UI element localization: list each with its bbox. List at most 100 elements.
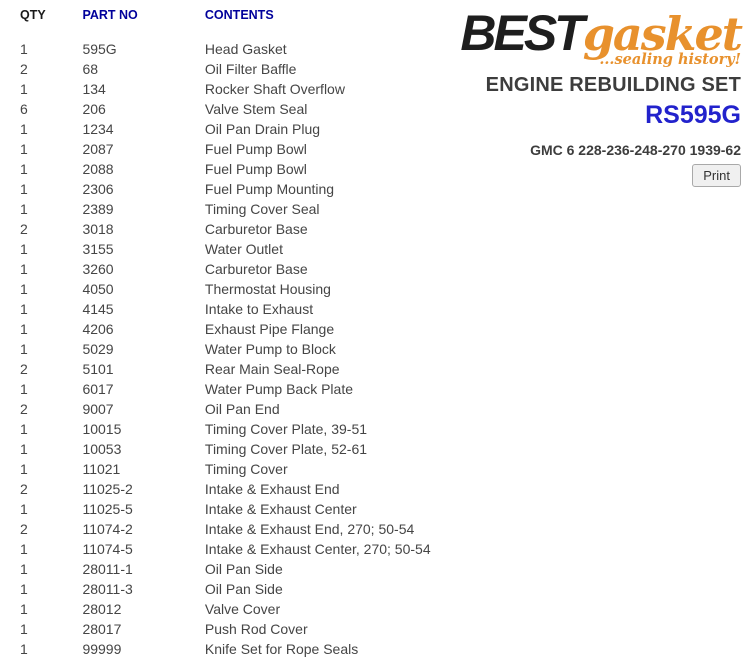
part-no-cell: 10053: [82, 441, 122, 457]
qty-cell: 1: [20, 121, 28, 137]
table-row: 2 68 Oil Filter Baffle: [20, 59, 455, 79]
part-no-cell: 10015: [82, 421, 122, 437]
qty-cell: 1: [20, 561, 28, 577]
table-row: 1 6017 Water Pump Back Plate: [20, 379, 455, 399]
brand-block: BEST gasket ...sealing history! ENGINE R…: [460, 5, 743, 187]
part-no-cell: 206: [82, 101, 106, 117]
part-no-cell: 11021: [82, 461, 121, 477]
contents-cell: Valve Stem Seal: [204, 101, 308, 117]
qty-cell: 1: [20, 541, 28, 557]
header-contents: CONTENTS: [204, 8, 274, 22]
logo-tagline: ...sealing history!: [599, 51, 741, 68]
application-text: GMC 6 228-236-248-270 1939-62: [530, 141, 741, 158]
table-row: 1 10053 Timing Cover Plate, 52-61: [20, 439, 455, 459]
contents-cell: Fuel Pump Bowl: [204, 141, 307, 157]
contents-cell: Fuel Pump Mounting: [204, 181, 335, 197]
part-no-cell: 28017: [82, 621, 122, 637]
contents-cell: Timing Cover: [204, 461, 288, 477]
qty-cell: 1: [20, 41, 28, 57]
qty-cell: 1: [20, 421, 28, 437]
contents-cell: Oil Filter Baffle: [204, 61, 297, 77]
contents-cell: Carburetor Base: [204, 261, 308, 277]
qty-cell: 1: [20, 581, 28, 597]
part-no-cell: 28012: [82, 601, 122, 617]
table-row: 1 99999 Knife Set for Rope Seals: [20, 639, 455, 659]
set-number: RS595G: [645, 100, 741, 129]
qty-cell: 1: [20, 161, 28, 177]
logo-best-text: BEST: [460, 5, 584, 61]
contents-cell: Water Outlet: [204, 241, 283, 257]
part-no-cell: 11025-2: [82, 481, 133, 497]
table-row: 1 4050 Thermostat Housing: [20, 279, 455, 299]
table-row: 2 11025-2 Intake & Exhaust End: [20, 479, 455, 499]
part-no-cell: 4206: [82, 321, 114, 337]
part-no-cell: 5101: [82, 361, 114, 377]
table-row: 1 11021 Timing Cover: [20, 459, 455, 479]
table-row: 1 28011-3 Oil Pan Side: [20, 579, 455, 599]
qty-cell: 1: [20, 441, 28, 457]
part-no-cell: 99999: [82, 641, 122, 657]
brand-logo: BEST gasket: [460, 5, 743, 61]
contents-cell: Push Rod Cover: [204, 621, 308, 637]
contents-cell: Rear Main Seal-Rope: [204, 361, 340, 377]
part-no-cell: 134: [82, 81, 106, 97]
parts-table: QTY PART NO CONTENTS 1 595G Head Gasket …: [20, 5, 455, 659]
part-no-cell: 2389: [82, 201, 114, 217]
part-no-cell: 11074-2: [82, 521, 133, 537]
table-row: 1 2087 Fuel Pump Bowl: [20, 139, 455, 159]
part-no-cell: 2087: [82, 141, 114, 157]
table-row: 1 3260 Carburetor Base: [20, 259, 455, 279]
contents-cell: Head Gasket: [204, 41, 287, 57]
qty-cell: 1: [20, 301, 28, 317]
qty-cell: 1: [20, 241, 28, 257]
contents-cell: Intake & Exhaust Center: [204, 501, 357, 517]
contents-cell: Water Pump to Block: [204, 341, 336, 357]
table-row: 1 28011-1 Oil Pan Side: [20, 559, 455, 579]
contents-cell: Intake & Exhaust End, 270; 50-54: [204, 521, 415, 537]
logo-gasket-text: gasket: [582, 7, 743, 61]
qty-cell: 1: [20, 461, 28, 477]
table-row: 1 10015 Timing Cover Plate, 39-51: [20, 419, 455, 439]
qty-cell: 2: [20, 221, 28, 237]
qty-cell: 2: [20, 401, 28, 417]
part-no-cell: 3260: [82, 261, 114, 277]
contents-cell: Carburetor Base: [204, 221, 308, 237]
part-no-cell: 11025-5: [82, 501, 133, 517]
part-no-cell: 2306: [82, 181, 114, 197]
table-row: 1 595G Head Gasket: [20, 39, 455, 59]
contents-cell: Water Pump Back Plate: [204, 381, 353, 397]
table-row: 1 11025-5 Intake & Exhaust Center: [20, 499, 455, 519]
part-no-cell: 595G: [82, 41, 117, 57]
contents-cell: Oil Pan End: [204, 401, 280, 417]
part-no-cell: 5029: [82, 341, 114, 357]
contents-cell: Timing Cover Plate, 39-51: [204, 421, 368, 437]
table-header-row: QTY PART NO CONTENTS: [20, 5, 455, 25]
part-no-cell: 11074-5: [82, 541, 133, 557]
table-row: 2 11074-2 Intake & Exhaust End, 270; 50-…: [20, 519, 455, 539]
table-row: 1 11074-5 Intake & Exhaust Center, 270; …: [20, 539, 455, 559]
qty-cell: 1: [20, 621, 28, 637]
contents-cell: Intake to Exhaust: [204, 301, 314, 317]
contents-cell: Oil Pan Side: [204, 561, 283, 577]
parts-table-body: 1 595G Head Gasket 2 68 Oil Filter Baffl…: [20, 39, 455, 659]
part-no-cell: 2088: [82, 161, 114, 177]
contents-cell: Fuel Pump Bowl: [204, 161, 307, 177]
table-row: 1 28012 Valve Cover: [20, 599, 455, 619]
table-row: 2 9007 Oil Pan End: [20, 399, 455, 419]
table-row: 2 5101 Rear Main Seal-Rope: [20, 359, 455, 379]
contents-cell: Rocker Shaft Overflow: [204, 81, 345, 97]
contents-cell: Intake & Exhaust End: [204, 481, 340, 497]
print-button[interactable]: Print: [692, 163, 741, 187]
part-no-cell: 28011-3: [82, 581, 133, 597]
contents-cell: Thermostat Housing: [204, 281, 331, 297]
table-row: 1 2088 Fuel Pump Bowl: [20, 159, 455, 179]
qty-cell: 1: [20, 321, 28, 337]
header-qty: QTY: [20, 8, 46, 22]
table-row: 6 206 Valve Stem Seal: [20, 99, 455, 119]
table-row: 2 3018 Carburetor Base: [20, 219, 455, 239]
qty-cell: 1: [20, 641, 28, 657]
qty-cell: 1: [20, 381, 28, 397]
qty-cell: 2: [20, 361, 28, 377]
contents-cell: Knife Set for Rope Seals: [204, 641, 359, 657]
